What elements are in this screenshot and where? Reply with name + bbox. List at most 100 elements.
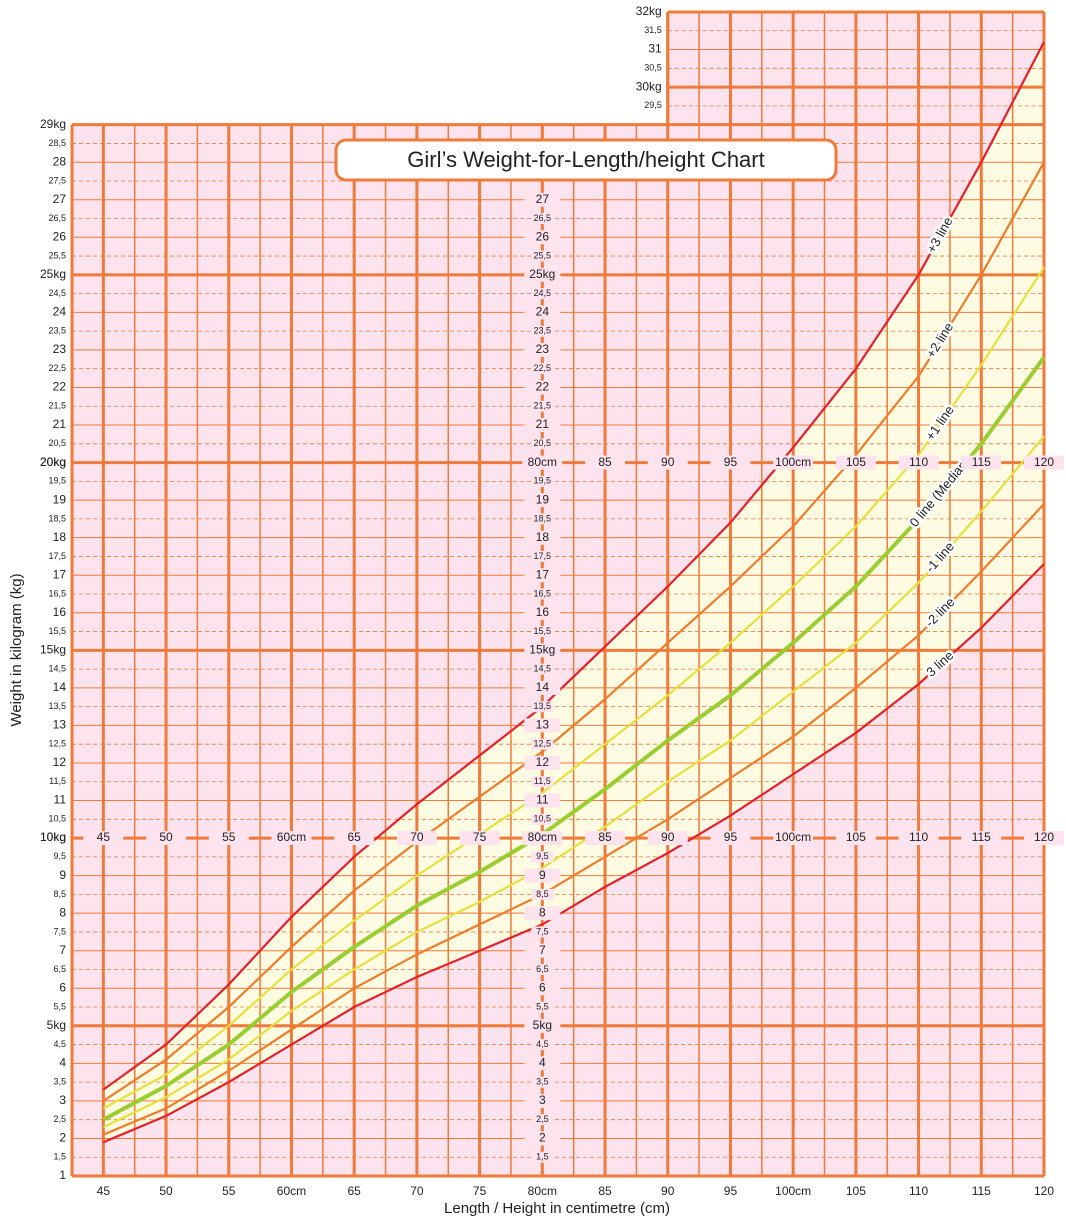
y-tick-label: 15kg <box>40 642 66 656</box>
x-tick-label: 75 <box>473 1184 487 1198</box>
label-background <box>524 793 561 808</box>
x-tick-label: 50 <box>159 1184 173 1198</box>
series-line <box>102 356 1046 1122</box>
inner-tick-label: 14 <box>536 680 550 694</box>
label-background <box>710 455 751 470</box>
y-tick-label: 2 <box>59 1131 66 1145</box>
inner-tick-label: 100cm <box>775 455 811 469</box>
label-background <box>524 305 561 320</box>
curves <box>102 41 1046 1144</box>
y-tick-label: 23 <box>53 342 67 356</box>
label-background <box>710 831 751 846</box>
label-background <box>531 513 554 525</box>
y-tick-label: 1,5 <box>53 1152 66 1162</box>
y-tick-label: 10,5 <box>48 814 66 824</box>
label-background <box>524 1131 561 1146</box>
inner-tick-label: 45 <box>97 830 111 844</box>
y-tick-label: 4 <box>59 1056 66 1070</box>
label-background <box>585 831 626 846</box>
label-background <box>334 831 375 846</box>
inner-tick-label: 18 <box>536 530 550 544</box>
label-background <box>531 701 554 713</box>
label-background <box>271 831 312 846</box>
inner-tick-label: 25,5 <box>534 250 552 260</box>
inner-tick-label: 80cm <box>528 830 557 844</box>
x-tick-label: 115 <box>972 1184 991 1198</box>
y-tick-label: 9,5 <box>53 851 66 861</box>
label-background <box>898 455 939 470</box>
inner-tick-label: 90 <box>661 455 675 469</box>
inner-tick-label: 110 <box>909 830 928 844</box>
y-tick-label: 27,5 <box>48 175 66 185</box>
series-line <box>102 435 1045 1129</box>
x-tick-label: 85 <box>598 1184 612 1198</box>
label-background <box>524 418 561 433</box>
series-line <box>102 563 1045 1144</box>
label-background <box>531 1039 554 1051</box>
y-tick-label: 13,5 <box>48 701 66 711</box>
y-tick-label: 1 <box>59 1168 66 1182</box>
y-tick-label: 17,5 <box>48 551 66 561</box>
label-background <box>835 831 876 846</box>
y-tick-label: 21,5 <box>48 401 66 411</box>
x-tick-label: 110 <box>909 1184 928 1198</box>
x-tick-label: 120 <box>1034 1184 1054 1198</box>
y-tick-label: 14 <box>53 680 67 694</box>
y-tick-label: 17 <box>53 567 67 581</box>
label-background <box>524 493 561 508</box>
inner-tick-label: 70 <box>410 830 424 844</box>
label-background <box>531 1151 554 1163</box>
y-tick-label: 22 <box>53 380 67 394</box>
label-background <box>208 831 249 846</box>
inner-tick-label: 26,5 <box>534 213 552 223</box>
inner-tick-label: 25kg <box>529 267 555 281</box>
y-tick-label: 29kg <box>40 117 66 131</box>
y-tick-label: 32kg <box>636 4 662 18</box>
inner-tick-label: 16,5 <box>534 588 552 598</box>
label-background <box>531 888 554 900</box>
chart-title: Girl’s Weight-for-Length/height Chart <box>407 147 764 172</box>
label-background <box>524 342 561 357</box>
inner-tick-label: 110 <box>909 455 928 469</box>
inner-tick-label: 100cm <box>775 830 811 844</box>
y-tick-label: 3 <box>59 1093 66 1107</box>
label-background <box>522 831 563 846</box>
y-tick-label: 3,5 <box>53 1077 66 1087</box>
label-background <box>524 643 561 658</box>
label-background <box>1024 831 1064 846</box>
inner-tick-label: 15,5 <box>534 626 552 636</box>
inner-tick-label: 21,5 <box>534 401 552 411</box>
inner-tick-label: 4 <box>539 1056 546 1070</box>
inner-tick-label: 5,5 <box>536 1001 549 1011</box>
y-tick-label: 7,5 <box>53 926 66 936</box>
inner-tick-label: 90 <box>661 830 675 844</box>
label-background <box>773 831 814 846</box>
label-background <box>531 663 554 675</box>
y-tick-label: 29,5 <box>644 100 662 110</box>
y-tick-label: 25kg <box>40 267 66 281</box>
inner-tick-label: 95 <box>724 455 738 469</box>
inner-tick-label: 17,5 <box>534 551 552 561</box>
x-tick-label: 80cm <box>528 1184 557 1198</box>
inner-tick-label: 16 <box>536 605 550 619</box>
y-tick-label: 19,5 <box>48 476 66 486</box>
y-tick-label: 31,5 <box>644 25 662 35</box>
label-background <box>531 1076 554 1088</box>
y-tick-label: 26 <box>53 229 67 243</box>
inner-tick-label: 27 <box>536 192 550 206</box>
label-background <box>531 963 554 975</box>
inner-tick-label: 95 <box>724 830 738 844</box>
y-tick-label: 11 <box>54 793 67 807</box>
y-tick-label: 9 <box>59 868 66 882</box>
y-tick-label: 2,5 <box>53 1114 66 1124</box>
inner-tick-label: 2,5 <box>536 1114 549 1124</box>
y-tick-label: 5,5 <box>53 1001 66 1011</box>
y-tick-label: 20kg <box>40 455 66 469</box>
label-background <box>531 851 554 863</box>
y-tick-label: 25,5 <box>48 250 66 260</box>
inner-tick-label: 6 <box>539 980 546 994</box>
label-background <box>531 626 554 638</box>
y-tick-label: 6,5 <box>53 964 66 974</box>
label-background <box>524 568 561 583</box>
